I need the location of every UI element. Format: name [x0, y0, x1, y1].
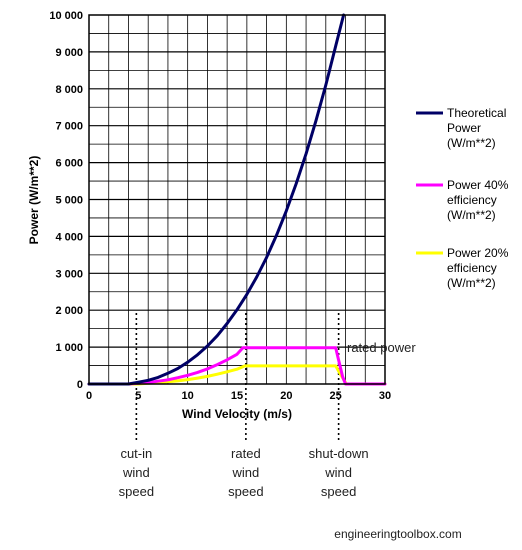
marker-label: shut-down — [309, 446, 369, 461]
x-tick-labels: 0 5 10 15 20 25 30 — [86, 390, 391, 402]
series-line — [87, 346, 387, 386]
y-tick-label: 4 000 — [55, 231, 83, 243]
marker-labels: cut-in wind speed rated wind speed shut-down wi… — [119, 446, 369, 499]
marker-label: speed — [119, 484, 154, 499]
y-tick-label: 6 000 — [55, 158, 83, 170]
x-tick-label: 5 — [135, 390, 141, 402]
marker-label: cut-in — [120, 446, 152, 461]
x-tick-label: 0 — [86, 390, 92, 402]
x-axis-label: Wind Velocity (m/s) — [182, 407, 292, 421]
y-tick-label: 7 000 — [55, 121, 83, 133]
x-tick-label: 10 — [182, 390, 194, 402]
y-tick-label: 10 000 — [49, 10, 83, 22]
legend-label: (W/m**2) — [447, 276, 496, 290]
marker-label: speed — [228, 484, 263, 499]
y-tick-label: 0 — [77, 379, 83, 391]
legend-label: (W/m**2) — [447, 208, 496, 222]
grid — [89, 15, 385, 384]
y-tick-label: 5 000 — [55, 195, 83, 207]
legend-label: Power — [447, 121, 481, 135]
y-tick-label: 2 000 — [55, 305, 83, 317]
legend-label: Theoretical — [447, 106, 506, 120]
marker-label: wind — [324, 465, 352, 480]
marker-label: wind — [232, 465, 260, 480]
marker-label: wind — [122, 465, 150, 480]
marker-lines — [135, 313, 340, 440]
x-tick-label: 30 — [379, 390, 391, 402]
series-lines — [87, 13, 387, 386]
series-line — [87, 13, 346, 386]
x-tick-label: 25 — [330, 390, 342, 402]
rated-power-annotation: rated power — [347, 340, 416, 355]
x-tick-label: 20 — [280, 390, 292, 402]
legend-label: efficiency — [447, 193, 497, 207]
y-tick-label: 1 000 — [55, 342, 83, 354]
x-tick-label: 15 — [231, 390, 243, 402]
y-tick-label: 9 000 — [55, 47, 83, 59]
legend-label: (W/m**2) — [447, 136, 496, 150]
legend-label: Power 20% — [447, 246, 509, 260]
marker-label: speed — [321, 484, 356, 499]
y-axis-label: Power (W/m**2) — [27, 156, 41, 245]
credit-text: engineeringtoolbox.com — [334, 527, 461, 541]
legend-label: Power 40% — [447, 178, 509, 192]
plot-frame — [88, 14, 386, 385]
marker-label: rated — [231, 446, 261, 461]
legend-label: efficiency — [447, 261, 497, 275]
y-tick-labels: 0 1 000 2 000 3 000 4 000 5 000 6 000 7 000 8 00… — [49, 10, 83, 391]
y-tick-label: 8 000 — [55, 84, 83, 96]
y-tick-label: 3 000 — [55, 268, 83, 280]
